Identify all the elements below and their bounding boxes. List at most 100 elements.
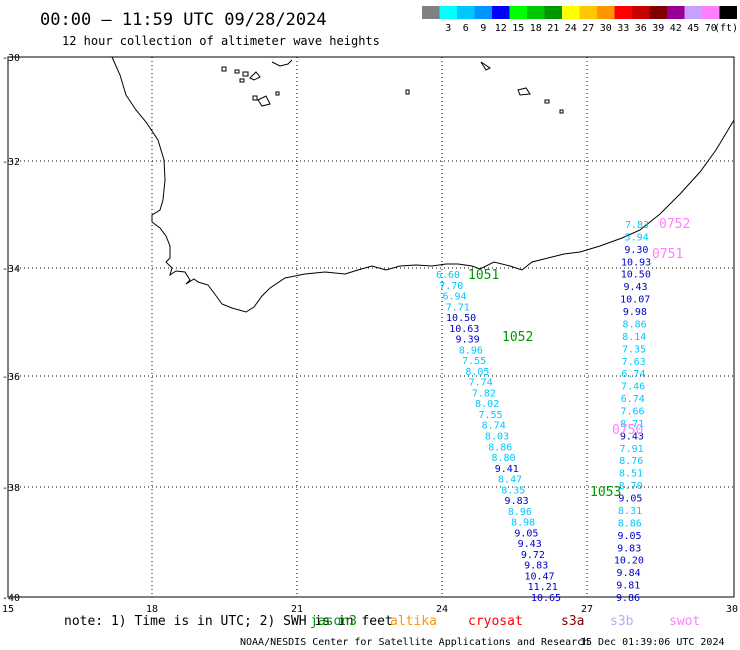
wave-height-value: 8.70	[619, 481, 643, 492]
wave-height-value: 11.21	[528, 582, 558, 593]
colorbar-swatch	[509, 6, 527, 19]
lat-label: -40	[2, 593, 20, 604]
wave-height-value: 8.74	[482, 421, 506, 432]
wave-height-value: 8.02	[475, 399, 499, 410]
south-africa-coastline	[111, 56, 735, 313]
wave-height-value: 7.55	[478, 410, 502, 421]
colorbar-tick-label: 42	[670, 23, 682, 34]
wave-height-value: 7.35	[622, 344, 646, 355]
colorbar-swatch	[597, 6, 615, 19]
wave-height-value: 10.63	[449, 324, 479, 335]
wave-height-value: 7.55	[462, 356, 486, 367]
colorbar-swatch	[649, 6, 667, 19]
satellite-legend-jason3: jason3	[310, 614, 357, 629]
wave-height-value: 7.74	[469, 378, 493, 389]
wave-height-value: 9.43	[623, 282, 647, 293]
wave-height-value: 7.46	[621, 382, 645, 393]
wave-height-value: 6.94	[442, 292, 466, 303]
satellite-legend-s3b: s3b	[610, 614, 634, 629]
wave-height-value: 5.94	[625, 232, 649, 243]
offshore-islands	[221, 59, 564, 114]
satellite-legend-altika: altika	[390, 614, 437, 629]
wave-height-value: 8.80	[491, 453, 515, 464]
wave-height-value: 8.86	[623, 320, 647, 331]
colorbar-swatch	[527, 6, 545, 19]
colorbar-swatch	[702, 6, 720, 19]
colorbar-swatch	[667, 6, 685, 19]
wave-height-value: 7.63	[622, 357, 646, 368]
lat-label: -34	[2, 264, 20, 275]
wave-height-value: 8.96	[459, 345, 483, 356]
wave-height-value: 8.05	[465, 367, 489, 378]
lat-label: -38	[2, 483, 20, 494]
wave-height-value: 8.86	[488, 442, 512, 453]
wave-height-value: 9.83	[524, 561, 548, 572]
wave-height-value: 9.39	[456, 335, 480, 346]
pass-label: 0752	[659, 217, 690, 232]
wave-height-value: 9.41	[495, 464, 519, 475]
colorbar-swatch	[422, 6, 440, 19]
lat-label: -32	[2, 157, 20, 168]
colorbar-tick-label: 18	[530, 23, 542, 34]
colorbar-swatch	[579, 6, 597, 19]
wave-height-value: 8.47	[498, 475, 522, 486]
generated-timestamp: 15 Dec 01:39:06 UTC 2024	[580, 637, 725, 648]
wave-height-value: 6.60	[436, 270, 460, 281]
colorbar-swatch	[614, 6, 632, 19]
wave-height-value: 9.30	[624, 245, 648, 256]
colorbar-tick-label: 70	[705, 23, 717, 34]
lon-label: 24	[436, 604, 448, 615]
colorbar-swatch	[439, 6, 457, 19]
wave-height-value: 9.72	[521, 550, 545, 561]
wave-height-value: 10.47	[524, 572, 554, 583]
map-subtitle: 12 hour collection of altimeter wave hei…	[62, 34, 380, 48]
satellite-legend-swot: swot	[669, 614, 700, 629]
lon-label: 21	[291, 604, 303, 615]
wave-height-value: 9.43	[620, 431, 644, 442]
altimeter-track-west: 6.607.706.947.7110.5010.639.398.967.558.…	[436, 270, 561, 604]
colorbar-swatch	[684, 6, 702, 19]
colorbar-unit: (ft)	[714, 23, 738, 34]
pass-label: 1051	[468, 268, 499, 283]
wave-height-value: 9.05	[618, 494, 642, 505]
colorbar-tick-label: 12	[495, 23, 507, 34]
wave-height-value: 10.50	[446, 313, 476, 324]
pass-label: 0750	[612, 423, 643, 438]
colorbar-legend: 3 6 9 12 15 18 21 24 27 30 33 36 39 42 45 70	[422, 6, 737, 34]
colorbar-tick-label: 27	[582, 23, 594, 34]
wave-height-value: 10.65	[531, 593, 561, 604]
lat-label: -36	[2, 372, 20, 383]
wave-height-value: 10.20	[614, 556, 644, 567]
units-note: note: 1) Time is in UTC; 2) SWH is in fe…	[64, 614, 393, 629]
colorbar-swatch	[544, 6, 562, 19]
pass-label: 1053	[590, 485, 621, 500]
colorbar-tick-label: 3	[445, 23, 451, 34]
pass-label: 1052	[502, 330, 533, 345]
colorbar-tick-label: 45	[687, 23, 699, 34]
lat-label: -30	[2, 53, 20, 64]
wave-height-value: 8.14	[622, 332, 646, 343]
colorbar-swatch	[474, 6, 492, 19]
wave-height-value: 8.31	[618, 506, 642, 517]
colorbar-tick-label: 15	[512, 23, 524, 34]
colorbar-tick-label: 21	[547, 23, 559, 34]
wave-height-value: 9.84	[617, 568, 641, 579]
lon-label: 15	[2, 604, 14, 615]
pass-label: 0751	[652, 247, 683, 262]
wave-height-value: 9.81	[616, 581, 640, 592]
colorbar-tick-label: 33	[617, 23, 629, 34]
wave-height-value: 8.71	[620, 419, 644, 430]
colorbar-tick-label: 24	[565, 23, 577, 34]
colorbar-swatch	[492, 6, 510, 19]
colorbar-tick-label: 36	[635, 23, 647, 34]
wave-height-value: 9.83	[505, 496, 529, 507]
wave-height-value: 7.66	[620, 407, 644, 418]
wave-height-value: 6.74	[621, 394, 645, 405]
satellite-legend-s3a: s3a	[561, 614, 584, 629]
map-title: 00:00 – 11:59 UTC 09/28/2024	[40, 10, 327, 30]
altimeter-track-east: 7.835.949.3010.9310.509.4310.079.988.868…	[614, 220, 651, 604]
lon-label: 30	[726, 604, 738, 615]
colorbar-swatch	[562, 6, 580, 19]
colorbar-tick-label: 9	[480, 23, 486, 34]
